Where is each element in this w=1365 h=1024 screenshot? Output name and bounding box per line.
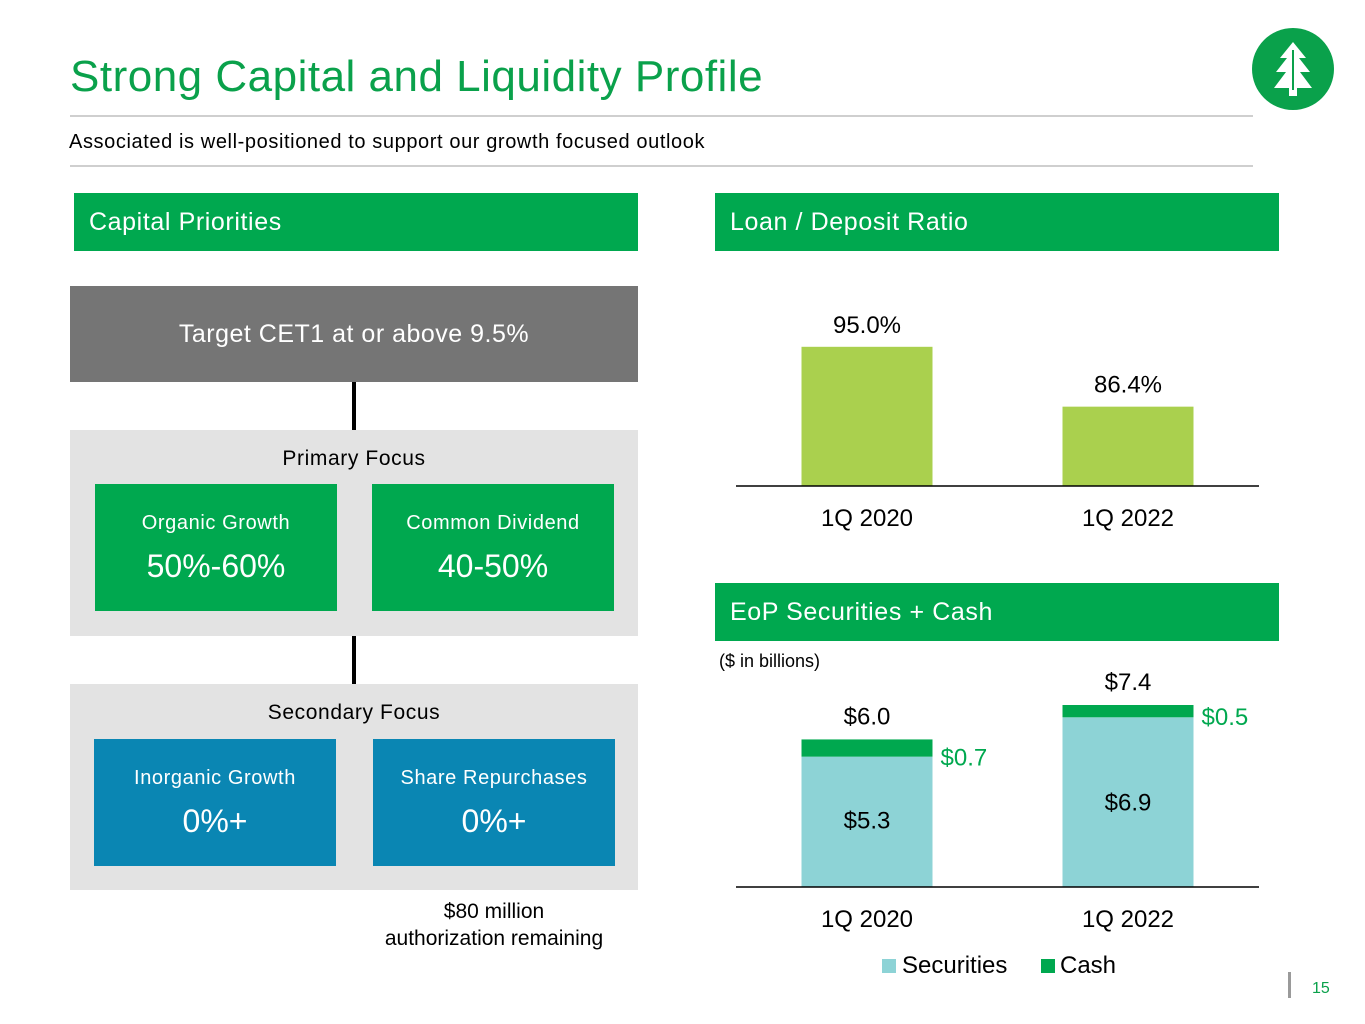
cash-bar: [1062, 705, 1194, 718]
capital-priorities-header: Capital Priorities: [74, 193, 638, 251]
page-number: 15: [1312, 980, 1330, 997]
connector-line: [352, 636, 356, 684]
page-title: Strong Capital and Liquidity Profile: [70, 52, 764, 101]
authorization-note: $80 million authorization remaining: [373, 898, 615, 952]
legend-swatch-securities: [882, 959, 896, 973]
loan-deposit-chart: 95.0% 1Q 2020 86.4% 1Q 2022: [736, 312, 1259, 532]
ratio-bar: [1062, 406, 1194, 486]
securities-bar: [801, 756, 933, 887]
primary-focus-label: Primary Focus: [282, 447, 426, 470]
bar-value-label: 86.4%: [1094, 372, 1162, 399]
company-logo: [1252, 28, 1334, 110]
share-repurchases-box: Share Repurchases 0%+: [373, 739, 615, 866]
total-value-label: $7.4: [1105, 669, 1152, 696]
page-subtitle: Associated is well-positioned to support…: [69, 131, 706, 153]
loan-deposit-header: Loan / Deposit Ratio: [715, 193, 1279, 251]
ratio-bar: [801, 346, 933, 486]
legend-swatch-cash: [1041, 959, 1055, 973]
target-cet1-text: Target CET1 at or above 9.5%: [178, 319, 530, 348]
x-tick-label: 1Q 2022: [1082, 505, 1174, 532]
box-label: Share Repurchases: [400, 767, 588, 789]
securities-bar: [1062, 717, 1194, 887]
cash-value-label: $0.7: [941, 744, 988, 771]
secondary-focus-label: Secondary Focus: [267, 701, 441, 724]
units-note: ($ in billions): [719, 651, 821, 671]
title-divider: [70, 115, 1253, 117]
securities-cash-chart: $5.3 $0.7 $6.0 1Q 2020 $6.9 $0.5 $7.4 1Q 2022 Se…: [736, 669, 1259, 979]
cash-bar: [801, 739, 933, 757]
securities-cash-header: EoP Securities + Cash: [715, 583, 1279, 641]
target-cet1-box: Target CET1 at or above 9.5%: [70, 286, 638, 382]
box-value: 50%-60%: [146, 548, 286, 584]
total-value-label: $6.0: [844, 703, 891, 730]
page-number-divider: [1288, 972, 1291, 998]
bar-value-label: 95.0%: [833, 312, 901, 339]
box-value: 0%+: [182, 803, 248, 839]
legend-label-cash: Cash: [1060, 952, 1116, 979]
subtitle-divider: [70, 165, 1253, 167]
cash-value-label: $0.5: [1202, 704, 1249, 731]
authorization-note-line2: authorization remaining: [384, 927, 604, 950]
box-value: 40-50%: [437, 548, 549, 584]
inorganic-growth-box: Inorganic Growth 0%+: [94, 739, 336, 866]
organic-growth-box: Organic Growth 50%-60%: [95, 484, 337, 611]
box-value: 0%+: [461, 803, 527, 839]
common-dividend-box: Common Dividend 40-50%: [372, 484, 614, 611]
authorization-note-line1: $80 million: [443, 900, 545, 923]
box-label: Inorganic Growth: [134, 767, 296, 789]
tree-logo-icon: [1274, 42, 1312, 96]
box-label: Organic Growth: [141, 512, 291, 534]
securities-value-label: $5.3: [844, 807, 891, 834]
securities-value-label: $6.9: [1105, 790, 1152, 817]
x-tick-label: 1Q 2022: [1082, 906, 1174, 933]
x-tick-label: 1Q 2020: [821, 906, 913, 933]
box-label: Common Dividend: [406, 512, 580, 534]
x-tick-label: 1Q 2020: [821, 505, 913, 532]
connector-line: [352, 382, 356, 430]
legend-label-securities: Securities: [902, 952, 1007, 979]
